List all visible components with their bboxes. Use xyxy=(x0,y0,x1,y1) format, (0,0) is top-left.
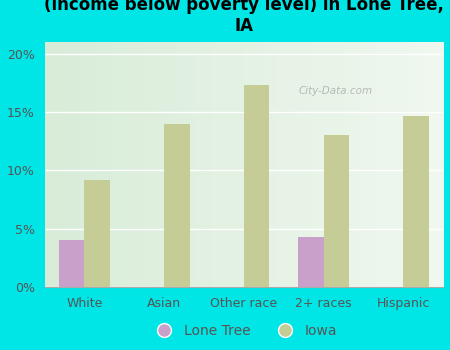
Bar xyxy=(244,85,269,287)
Bar xyxy=(403,116,429,287)
Bar xyxy=(85,180,110,287)
Title: Breakdown of poor residents within races
(income below poverty level) in Lone Tr: Breakdown of poor residents within races… xyxy=(44,0,444,35)
Bar xyxy=(164,124,189,287)
Bar xyxy=(298,237,324,287)
Bar xyxy=(59,240,85,287)
Bar xyxy=(324,135,349,287)
Text: City-Data.com: City-Data.com xyxy=(298,86,373,96)
Legend: Lone Tree, Iowa: Lone Tree, Iowa xyxy=(145,318,342,344)
